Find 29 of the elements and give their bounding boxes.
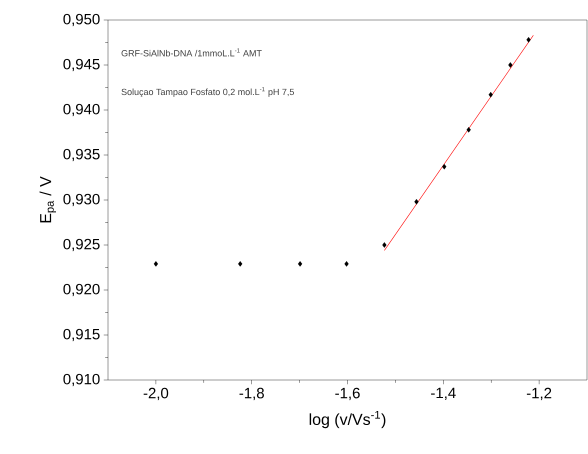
point xyxy=(382,242,387,248)
y-tick-label: 0,920 xyxy=(63,284,100,296)
y-tick-label: 0,930 xyxy=(63,194,100,206)
y-tick-label: 0,910 xyxy=(63,374,100,386)
point xyxy=(526,37,531,43)
x-tick-label: -1,6 xyxy=(335,388,360,400)
point xyxy=(466,127,471,133)
x-tick-label: -2,0 xyxy=(144,388,168,400)
y-tick-label: 0,940 xyxy=(63,104,100,116)
point xyxy=(298,261,302,267)
annotation: GRF-SiAlNb-DNA /1mmoL.L$^{-1}$ AMT xyxy=(122,48,262,56)
point xyxy=(238,261,242,267)
y-tick-label: 0,950 xyxy=(63,14,100,26)
x-tick-label: -1,8 xyxy=(239,388,264,400)
x-axis-title: log (v/Vs$^{-1}$) xyxy=(310,410,386,428)
point xyxy=(344,261,349,267)
y-tick-label: 0,915 xyxy=(63,328,100,342)
y-tick-label: 0,945 xyxy=(63,58,100,72)
point xyxy=(154,261,158,267)
point xyxy=(488,92,493,98)
y-axis-title: E$_{pa}$ / V xyxy=(40,176,56,222)
point xyxy=(414,199,419,205)
y-tick-label: 0,935 xyxy=(63,148,100,162)
y-tick-label: 0,925 xyxy=(63,238,100,252)
point xyxy=(442,164,446,170)
point xyxy=(508,62,513,68)
x-tick-label: -1,2 xyxy=(526,388,552,400)
annotation: Soluçao Tampao Fosfato 0,2 mol.L$^{-1}$ pH 7,5 xyxy=(122,87,294,97)
x-tick-label: -1,4 xyxy=(431,388,456,400)
